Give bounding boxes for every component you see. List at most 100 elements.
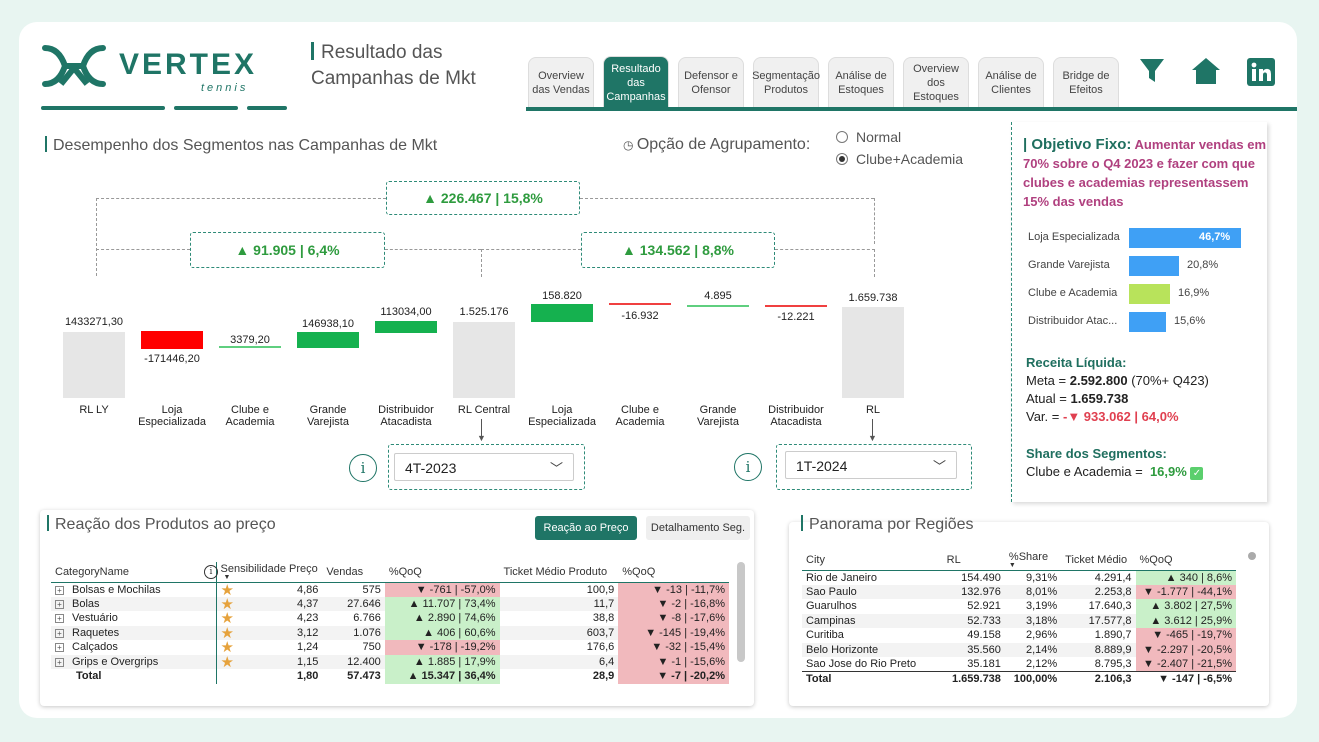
waterfall-bar[interactable] xyxy=(531,304,593,322)
waterfall-bar[interactable] xyxy=(842,307,904,398)
info-icon[interactable]: i xyxy=(204,565,218,579)
share-bar[interactable] xyxy=(1129,256,1179,276)
table-row[interactable]: + Bolas ★ 4,37 27.646 ▲ 11.707 | 73,4% 11,7 ▼ -… xyxy=(51,595,729,613)
ticket-cell: 17.640,3 xyxy=(1088,600,1132,613)
expand-icon[interactable]: + xyxy=(55,628,64,638)
total-delta-box: ▲ 226.467 | 15,8% xyxy=(386,181,580,215)
tab-overview-estoques[interactable]: Overview dos Estoques xyxy=(903,57,969,107)
reacao-preco-button[interactable]: Reação ao Preço xyxy=(535,516,637,540)
col-vendas[interactable]: Vendas xyxy=(326,565,364,578)
waterfall-bar[interactable] xyxy=(687,305,749,307)
share-bar[interactable] xyxy=(1129,284,1170,304)
rl-cell: 52.921 xyxy=(967,600,1001,613)
total-row: Total 1.659.738 100,00% 2.106,3 ▼ -147 | -6,… xyxy=(802,671,1236,687)
share-bar[interactable] xyxy=(1129,228,1241,248)
table-row[interactable]: + Raquetes ★ 3,12 1.076 ▲ 406 | 60,6% 603,7 ▼ -… xyxy=(51,625,729,642)
waterfall-bar[interactable] xyxy=(375,321,437,333)
qoq-cell: ▲ 406 | 60,6% xyxy=(384,625,500,640)
table-row[interactable]: Campinas 52.733 3,18% 17.577,8 ▲ 3.612 | 25,… xyxy=(802,613,1236,628)
waterfall-value: -171446,20 xyxy=(144,353,200,365)
table-row[interactable]: Guarulhos 52.921 3,19% 17.640,3 ▲ 3.802 | 27… xyxy=(802,599,1236,614)
table-row[interactable]: Sao Jose do Rio Preto 35.181 2,12% 8.795,3 ▼… xyxy=(802,657,1236,672)
radio-circle[interactable] xyxy=(836,131,848,143)
waterfall-bar[interactable] xyxy=(609,303,671,305)
filter-icon[interactable] xyxy=(1137,56,1167,86)
total-sens: 1,80 xyxy=(215,669,323,684)
col-ticket-medio[interactable]: Ticket Médio xyxy=(1065,553,1128,566)
table-row[interactable]: Sao Paulo 132.976 8,01% 2.253,8 ▼ -1.777 | -… xyxy=(802,584,1236,599)
period-right-select[interactable]: 1T-2024 ﹀ xyxy=(785,451,957,479)
scrollbar[interactable] xyxy=(737,562,745,662)
radio-circle[interactable] xyxy=(836,153,848,165)
ticket-qoq-cell: ▼ -2 | -16,8% xyxy=(618,596,729,611)
waterfall-bar[interactable] xyxy=(297,332,359,348)
col-ticket-qoq[interactable]: %QoQ xyxy=(622,565,656,578)
tab-analise-estoques[interactable]: Análise de Estoques xyxy=(828,57,894,107)
waterfall-bar[interactable] xyxy=(141,331,203,349)
tab-segmentacao-produtos[interactable]: Segmentação Produtos xyxy=(752,57,820,107)
tab-overview-vendas[interactable]: Overview das Vendas xyxy=(528,57,594,107)
waterfall-category-label: Distribuidor Atacadista xyxy=(378,404,434,428)
table-row[interactable]: + Vestuário ★ 4,23 6.766 ▲ 2.890 | 74,6% 38,8 ▼… xyxy=(51,610,729,627)
home-icon[interactable] xyxy=(1191,56,1221,86)
table-row[interactable]: + Grips e Overgrips ★ 1,15 12.400 ▲ 1.885 | 1… xyxy=(51,654,729,671)
col-sensibilidade[interactable]: Sensibilidade Preço ▼ xyxy=(215,562,323,582)
share-cell: 9,31% xyxy=(1025,571,1058,584)
expand-icon[interactable]: + xyxy=(55,657,64,667)
table-row[interactable]: Rio de Janeiro 154.490 9,31% 4.291,4 ▲ 340 |… xyxy=(802,570,1236,585)
expand-icon[interactable]: + xyxy=(55,599,64,609)
tab-resultado-campanhas[interactable]: Resultado das Campanhas xyxy=(603,56,669,108)
bracket-line xyxy=(481,249,581,250)
scrollbar[interactable] xyxy=(1248,552,1256,560)
bracket-line xyxy=(96,249,190,250)
tab-defensor-ofensor[interactable]: Defensor e Ofensor xyxy=(678,57,744,107)
expand-icon[interactable]: + xyxy=(55,643,64,653)
share-bar[interactable] xyxy=(1129,312,1166,332)
waterfall-category-label: Loja Especializada xyxy=(138,404,206,428)
star-icon: ★ xyxy=(220,595,234,613)
table-row[interactable]: Curitiba 49.158 2,96% 1.890,7 ▼ -465 | -19,7… xyxy=(802,628,1236,643)
col-qoq[interactable]: %QoQ xyxy=(388,565,422,578)
table-row[interactable]: + Calçados ★ 1,24 750 ▼ -178 | -19,2% 176,6 ▼ -… xyxy=(51,639,729,656)
waterfall-value: 1.525.176 xyxy=(459,306,509,318)
expand-icon[interactable]: + xyxy=(55,585,64,595)
col-share[interactable]: %Share ▼ xyxy=(1005,550,1061,570)
info-icon[interactable]: i xyxy=(734,453,762,481)
ticket-qoq-cell: ▼ -32 | -15,4% xyxy=(618,640,729,655)
table-row[interactable]: Belo Horizonte 35.560 2,14% 8.889,9 ▼ -2.297… xyxy=(802,642,1236,657)
waterfall-category-label: Grande Varejista xyxy=(307,404,349,428)
tab-bridge-efeitos[interactable]: Bridge de Efeitos xyxy=(1053,57,1119,107)
linkedin-icon[interactable] xyxy=(1247,58,1275,86)
city-cell: Curitiba xyxy=(806,629,844,642)
info-icon[interactable]: i xyxy=(349,454,377,482)
qoq-cell: ▲ 340 | 8,6% xyxy=(1135,570,1236,585)
waterfall-bar[interactable] xyxy=(63,332,125,398)
period-left-select[interactable]: 4T-2023 ﹀ xyxy=(394,453,574,481)
waterfall-value: 158.820 xyxy=(542,290,582,302)
star-icon: ★ xyxy=(220,581,234,599)
col-category[interactable]: CategoryName xyxy=(55,565,129,578)
city-cell: Belo Horizonte xyxy=(806,643,879,656)
col-rl[interactable]: RL xyxy=(946,553,961,566)
waterfall-category-label: Grande Varejista xyxy=(697,404,739,428)
waterfall-bar[interactable] xyxy=(453,322,515,398)
share-bar-label: Grande Varejista xyxy=(1028,259,1110,271)
table-row[interactable]: + Bolsas e Mochilas ★ 4,86 575 ▼ -761 | -57,0… xyxy=(51,581,729,599)
col-city[interactable]: City xyxy=(806,553,825,566)
col-ticket[interactable]: Ticket Médio Produto xyxy=(503,565,608,578)
waterfall-category-label: Loja Especializada xyxy=(528,404,596,428)
rl-cell: 52.733 xyxy=(967,614,1001,627)
sensibilidade-cell: ★ 4,37 xyxy=(215,595,323,613)
ticket-qoq-cell: ▼ -1 | -15,6% xyxy=(618,654,729,669)
vendas-cell: 1.076 xyxy=(353,626,381,639)
vendas-cell: 12.400 xyxy=(347,655,381,668)
arrow-line xyxy=(872,419,873,439)
col-qoq[interactable]: %QoQ xyxy=(1139,553,1173,566)
radio-normal[interactable]: Normal xyxy=(836,129,901,145)
detalhamento-button[interactable]: Detalhamento Seg. xyxy=(646,516,750,540)
tab-analise-clientes[interactable]: Análise de Clientes xyxy=(978,57,1044,107)
radio-clube-academia[interactable]: Clube+Academia xyxy=(836,151,963,167)
waterfall-bar[interactable] xyxy=(765,305,827,307)
waterfall-bar[interactable] xyxy=(219,346,281,348)
expand-icon[interactable]: + xyxy=(55,614,64,624)
